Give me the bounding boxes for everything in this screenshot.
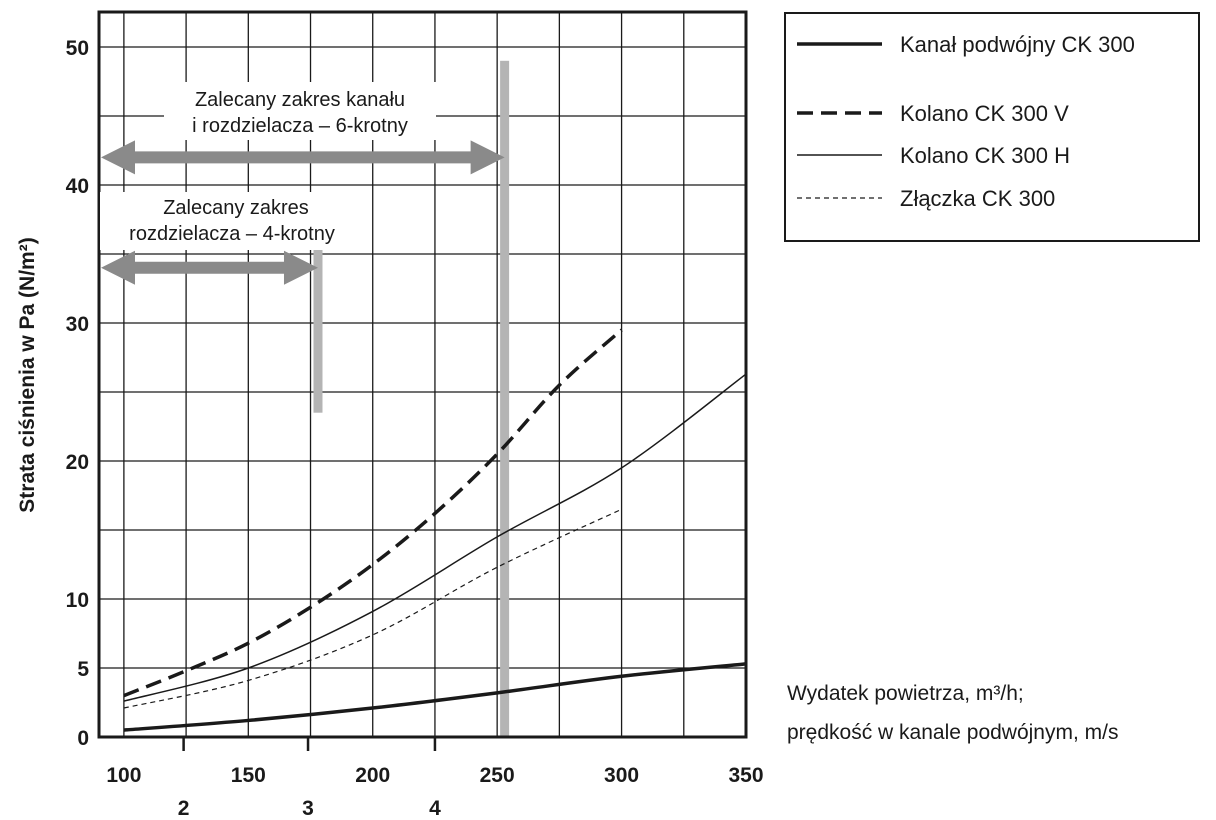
x-secondary-tick-label-4: 4: [429, 797, 441, 820]
annotation-4-line-2: rozdzielacza – 4-krotny: [129, 223, 335, 245]
x-secondary-tick-label-2: 2: [178, 797, 190, 820]
x-tick-label-300: 300: [604, 764, 639, 787]
annotation-6-line-2: i rozdzielacza – 6-krotny: [192, 115, 408, 137]
y-tick-label-20: 20: [66, 451, 89, 474]
range-marker-line-1: [313, 219, 323, 413]
y-tick-label-50: 50: [66, 37, 89, 60]
y-tick-label-30: 30: [66, 313, 89, 336]
series-line-1: [123, 662, 747, 732]
x-tick-label-150: 150: [231, 764, 266, 787]
x-axis-label-line-2: prędkość w kanale podwójnym, m/s: [787, 721, 1118, 744]
y-tick-label-40: 40: [66, 175, 89, 198]
series-line-4: [123, 508, 622, 709]
plot-frame: [97, 10, 748, 739]
x-tick-label-200: 200: [355, 764, 390, 787]
legend-label-kanal-podwojny: Kanał podwójny CK 300: [900, 32, 1135, 57]
x-secondary-tick-label-3: 3: [302, 797, 314, 820]
x-axis-label-line-1: Wydatek powietrza, m³/h;: [787, 682, 1024, 705]
y-tick-label-5: 5: [77, 658, 89, 681]
y-tick-label-0: 0: [77, 727, 89, 750]
series-line-3: [123, 373, 747, 702]
annotation-6-krotny: Zalecany zakres kanału i rozdzielacza – …: [164, 82, 436, 140]
range-arrows: [101, 140, 505, 285]
y-tick-label-10: 10: [66, 589, 89, 612]
legend-label-zlaczka: Złączka CK 300: [900, 186, 1055, 211]
range-marker-lines: [313, 60, 510, 738]
y-axis-label: Strata ciśnienia w Pa (N/m²): [16, 237, 39, 512]
legend: Kanał podwójny CK 300 Kolano CK 300 V Ko…: [784, 12, 1200, 242]
annotation-4-line-1: Zalecany zakres: [163, 197, 309, 219]
series-lines: [123, 328, 747, 732]
x-tick-label-350: 350: [728, 764, 763, 787]
range-marker-line-2: [500, 60, 510, 738]
legend-box: [784, 12, 1200, 242]
legend-label-kolano-h: Kolano CK 300 H: [900, 143, 1070, 168]
range-arrow-4-krotny: [101, 250, 318, 285]
range-arrow-6-krotny: [101, 140, 505, 175]
x-tick-label-100: 100: [106, 764, 141, 787]
annotation-4-krotny: Zalecany zakres rozdzielacza – 4-krotny: [100, 192, 364, 250]
annotation-6-line-1: Zalecany zakres kanału: [195, 89, 405, 111]
y-tick-labels: 0 5 10 20 30 40 50: [66, 37, 90, 750]
x-tick-label-250: 250: [480, 764, 515, 787]
legend-label-kolano-v: Kolano CK 300 V: [900, 101, 1069, 126]
x-tick-labels: 100 150 200 250 300 350 2 3 4: [106, 737, 764, 820]
